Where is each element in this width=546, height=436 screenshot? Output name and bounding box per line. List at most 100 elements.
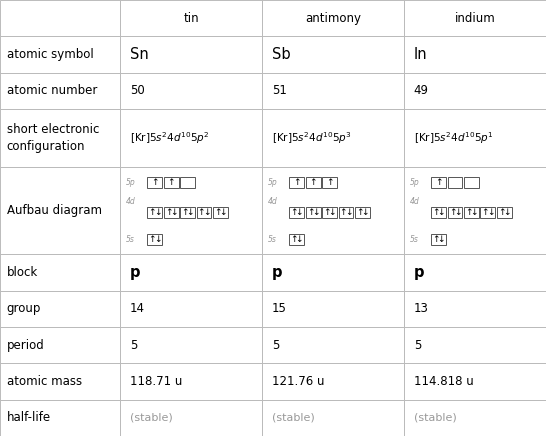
- Text: 121.76 u: 121.76 u: [272, 375, 324, 388]
- Text: ↑: ↑: [168, 178, 175, 187]
- Text: half-life: half-life: [7, 411, 51, 424]
- Text: 4d: 4d: [126, 197, 135, 206]
- Bar: [120, 36, 262, 73]
- Text: In: In: [414, 47, 428, 62]
- Text: (stable): (stable): [130, 413, 173, 423]
- Text: 4d: 4d: [268, 197, 277, 206]
- Bar: [322, 207, 337, 218]
- Text: ↑: ↑: [149, 208, 156, 217]
- Text: 13: 13: [414, 302, 429, 315]
- Text: Aufbau diagram: Aufbau diagram: [7, 204, 102, 217]
- Text: ↓: ↓: [486, 208, 494, 217]
- Bar: [431, 234, 446, 245]
- Bar: [322, 177, 337, 188]
- Bar: [262, 109, 404, 167]
- Text: Sb: Sb: [272, 47, 290, 62]
- Text: ↑: ↑: [151, 178, 158, 187]
- Bar: [147, 234, 162, 245]
- Bar: [180, 177, 195, 188]
- Bar: [404, 400, 546, 436]
- Text: ↓: ↓: [361, 208, 369, 217]
- Text: ↓: ↓: [503, 208, 511, 217]
- Bar: [464, 177, 479, 188]
- Bar: [120, 254, 262, 291]
- Bar: [404, 0, 546, 36]
- Bar: [306, 177, 321, 188]
- Text: $[\mathrm{Kr}]5s^24d^{10}5p^1$: $[\mathrm{Kr}]5s^24d^{10}5p^1$: [414, 130, 494, 146]
- Text: 5s: 5s: [410, 235, 418, 244]
- Bar: [355, 207, 370, 218]
- Text: ↓: ↓: [328, 208, 336, 217]
- Text: antimony: antimony: [305, 12, 361, 25]
- Bar: [180, 207, 195, 218]
- Text: ↓: ↓: [312, 208, 319, 217]
- Bar: [197, 207, 211, 218]
- Text: ↑: ↑: [482, 208, 489, 217]
- Text: ↑: ↑: [449, 208, 456, 217]
- Text: atomic symbol: atomic symbol: [7, 48, 93, 61]
- Text: ↓: ↓: [437, 208, 445, 217]
- Text: ↑: ↑: [293, 178, 300, 187]
- Text: ↓: ↓: [153, 235, 161, 244]
- Bar: [164, 207, 179, 218]
- Text: 114.818 u: 114.818 u: [414, 375, 473, 388]
- Bar: [404, 36, 546, 73]
- Text: 50: 50: [130, 84, 145, 97]
- Text: ↑: ↑: [307, 208, 314, 217]
- Bar: [262, 400, 404, 436]
- Bar: [262, 363, 404, 400]
- Text: short electronic
configuration: short electronic configuration: [7, 123, 99, 153]
- Bar: [120, 0, 262, 36]
- Bar: [0, 363, 120, 400]
- Bar: [262, 36, 404, 73]
- Text: ↑: ↑: [290, 208, 298, 217]
- Bar: [431, 177, 446, 188]
- Text: ↑: ↑: [198, 208, 205, 217]
- Text: $[\mathrm{Kr}]5s^24d^{10}5p^3$: $[\mathrm{Kr}]5s^24d^{10}5p^3$: [272, 130, 352, 146]
- Bar: [262, 327, 404, 363]
- Text: ↑: ↑: [432, 235, 440, 244]
- Text: ↓: ↓: [186, 208, 194, 217]
- Bar: [404, 291, 546, 327]
- Bar: [120, 291, 262, 327]
- Text: $[\mathrm{Kr}]5s^24d^{10}5p^2$: $[\mathrm{Kr}]5s^24d^{10}5p^2$: [130, 130, 210, 146]
- Bar: [120, 109, 262, 167]
- Bar: [404, 167, 546, 254]
- Text: period: period: [7, 339, 44, 352]
- Bar: [0, 109, 120, 167]
- Bar: [164, 177, 179, 188]
- Text: ↓: ↓: [454, 208, 461, 217]
- Bar: [262, 167, 404, 254]
- Bar: [0, 167, 120, 254]
- Text: ↑: ↑: [326, 178, 333, 187]
- Bar: [262, 73, 404, 109]
- Bar: [404, 363, 546, 400]
- Bar: [262, 0, 404, 36]
- Text: ↑: ↑: [435, 178, 442, 187]
- Bar: [0, 400, 120, 436]
- Text: (stable): (stable): [272, 413, 314, 423]
- Bar: [306, 207, 321, 218]
- Text: block: block: [7, 266, 38, 279]
- Bar: [289, 177, 304, 188]
- Text: tin: tin: [183, 12, 199, 25]
- Bar: [448, 207, 462, 218]
- Text: 118.71 u: 118.71 u: [130, 375, 182, 388]
- Text: 14: 14: [130, 302, 145, 315]
- Text: ↓: ↓: [470, 208, 478, 217]
- Bar: [147, 177, 162, 188]
- Bar: [464, 207, 479, 218]
- Bar: [262, 254, 404, 291]
- Bar: [120, 327, 262, 363]
- Bar: [0, 73, 120, 109]
- Bar: [0, 36, 120, 73]
- Text: ↓: ↓: [437, 235, 445, 244]
- Text: ↑: ↑: [181, 208, 189, 217]
- Text: (stable): (stable): [414, 413, 456, 423]
- Bar: [404, 327, 546, 363]
- Text: 5p: 5p: [410, 178, 419, 187]
- Text: 5p: 5p: [268, 178, 277, 187]
- Text: ↑: ↑: [165, 208, 173, 217]
- Text: 5s: 5s: [126, 235, 134, 244]
- Text: ↑: ↑: [214, 208, 222, 217]
